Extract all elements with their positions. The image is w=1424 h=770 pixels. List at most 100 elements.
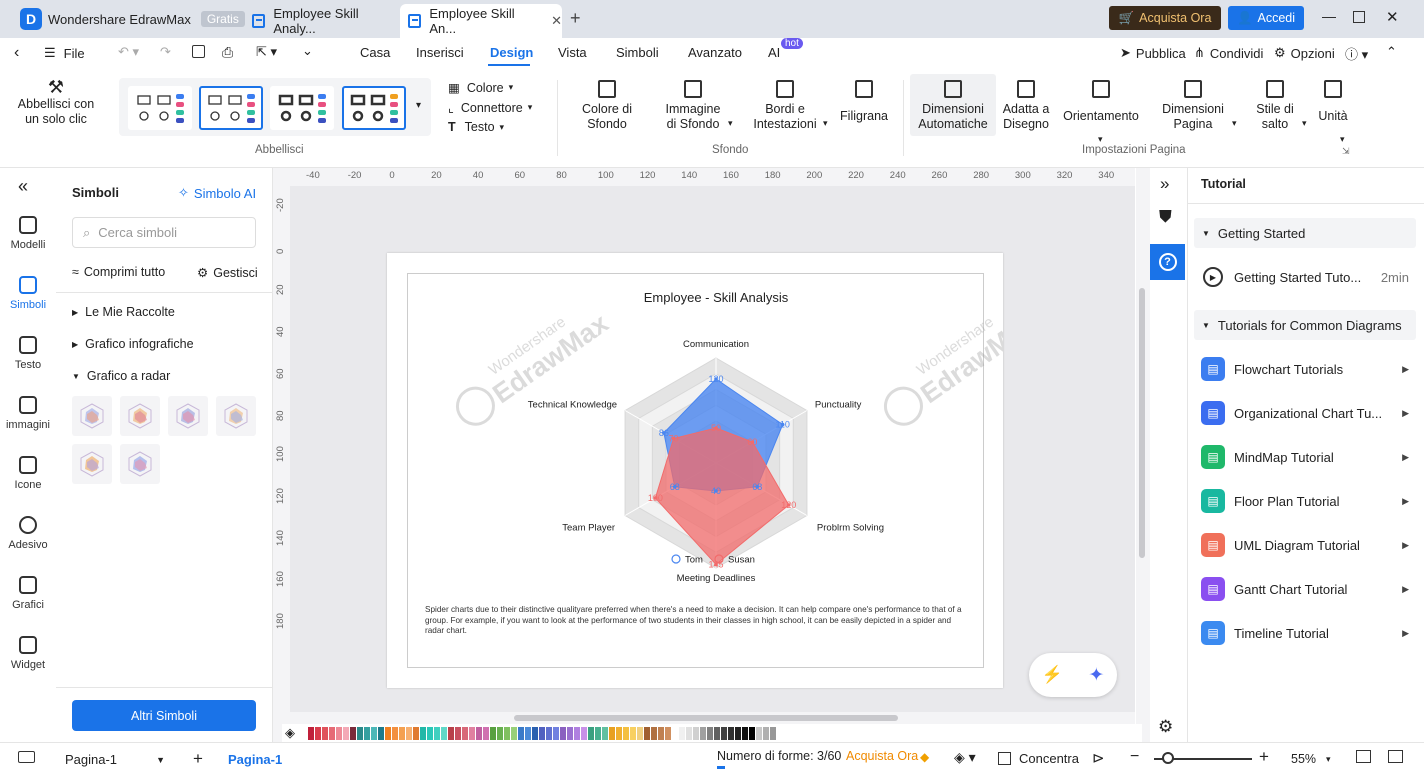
color-swatch[interactable] <box>448 727 454 740</box>
radar-symbol[interactable] <box>216 396 256 436</box>
ai-sparkle-icon[interactable]: ✦ <box>1088 664 1105 686</box>
radar-symbol[interactable] <box>72 444 112 484</box>
rail-templates[interactable]: Modelli <box>0 216 56 251</box>
color-swatch[interactable] <box>350 727 356 740</box>
color-swatch[interactable] <box>728 727 734 740</box>
rail-text[interactable]: Testo <box>0 336 56 371</box>
menu-avanzato[interactable]: Avanzato <box>688 45 742 60</box>
fill-icon[interactable]: ◈ <box>285 725 295 740</box>
zoom-in-icon[interactable]: + <box>1259 747 1269 766</box>
color-swatch[interactable] <box>511 727 517 740</box>
maximize-icon[interactable] <box>1353 11 1365 23</box>
color-swatch[interactable] <box>413 727 419 740</box>
color-swatch[interactable] <box>763 727 769 740</box>
chevron-down-icon[interactable]: ▾ <box>823 118 828 128</box>
more-symbols-button[interactable]: Altri Simboli <box>72 700 256 731</box>
radar-symbol[interactable] <box>120 444 160 484</box>
tutorial-item[interactable]: ▤ Gantt Chart Tutorial ▶ <box>1201 577 1409 601</box>
color-swatch[interactable] <box>581 727 587 740</box>
menu-casa[interactable]: Casa <box>360 45 391 60</box>
color-swatch[interactable] <box>322 727 328 740</box>
text-dropdown[interactable]: T Testo ▾ <box>448 120 504 134</box>
rail-charts[interactable]: Grafici <box>0 576 56 611</box>
new-tab-icon[interactable]: + <box>570 8 581 28</box>
page-layout-icon[interactable] <box>18 751 35 763</box>
layers-icon[interactable]: ◈ ▾ <box>954 749 976 765</box>
ai-symbol-button[interactable]: ✧ Simbolo AI <box>178 185 256 201</box>
color-swatch[interactable] <box>735 727 741 740</box>
color-swatch[interactable] <box>700 727 706 740</box>
color-swatch[interactable] <box>672 727 678 740</box>
color-swatch[interactable] <box>518 727 524 740</box>
help-panel-button[interactable]: ? <box>1150 244 1185 280</box>
color-swatch[interactable] <box>616 727 622 740</box>
color-swatch[interactable] <box>392 727 398 740</box>
tutorial-item[interactable]: ▤ UML Diagram Tutorial ▶ <box>1201 533 1409 557</box>
save-icon[interactable] <box>192 45 205 58</box>
color-swatch[interactable] <box>399 727 405 740</box>
page-tab-active[interactable]: Pagina-1 <box>228 752 283 767</box>
more-icon[interactable]: ⌄ <box>302 43 313 58</box>
color-swatch[interactable] <box>539 727 545 740</box>
watermark-button[interactable]: Filigrana <box>834 80 894 124</box>
color-swatch[interactable] <box>357 727 363 740</box>
zoom-slider-handle[interactable] <box>1162 752 1174 764</box>
background-image-button[interactable]: Immagine di Sfondo <box>658 80 728 132</box>
focus-button[interactable]: Concentra <box>998 751 1079 766</box>
file-menu[interactable]: ☰ File <box>44 45 85 61</box>
color-swatch[interactable] <box>749 727 755 740</box>
color-swatch[interactable] <box>476 727 482 740</box>
color-swatch[interactable] <box>602 727 608 740</box>
page-settings-launcher-icon[interactable]: ⇲ <box>1342 146 1350 156</box>
export-icon[interactable]: ⇱ ▾ <box>256 44 278 59</box>
tutorial-item[interactable]: ▤ MindMap Tutorial ▶ <box>1201 445 1409 469</box>
color-swatch[interactable] <box>679 727 685 740</box>
color-swatch[interactable] <box>483 727 489 740</box>
menu-ai[interactable]: AI <box>768 45 781 60</box>
color-swatch[interactable] <box>441 727 447 740</box>
borders-button[interactable]: Bordi e Intestazioni <box>748 80 822 132</box>
color-swatch[interactable] <box>609 727 615 740</box>
color-swatch[interactable] <box>546 727 552 740</box>
section-radar[interactable]: ▼ Grafico a radar <box>72 369 170 383</box>
close-tab-icon[interactable]: ✕ <box>551 13 562 28</box>
color-swatch[interactable] <box>595 727 601 740</box>
page-size-button[interactable]: Dimensioni Pagina <box>1156 80 1230 132</box>
vertical-scrollbar[interactable] <box>1136 168 1150 742</box>
close-window-icon[interactable]: ✕ <box>1386 9 1399 26</box>
tab-document-2[interactable]: Employee Skill An... ✕ <box>400 4 562 38</box>
color-swatch[interactable] <box>329 727 335 740</box>
rail-images[interactable]: immagini <box>0 396 56 431</box>
rail-widgets[interactable]: Widget <box>0 636 56 671</box>
color-swatch[interactable] <box>343 727 349 740</box>
zoom-out-icon[interactable]: − <box>1130 748 1140 765</box>
menu-inserisci[interactable]: Inserisci <box>416 45 464 60</box>
undo-icon[interactable]: ↶ ▾ <box>118 44 140 59</box>
color-swatch[interactable] <box>714 727 720 740</box>
symbol-search-input[interactable]: ⌕ Cerca simboli <box>72 217 256 248</box>
color-swatch[interactable] <box>630 727 636 740</box>
color-swatch[interactable] <box>315 727 321 740</box>
drawing-page[interactable]: Wondershare EdrawMax Wondershare EdrawMax Em… <box>387 253 1003 688</box>
print-icon[interactable]: ⎙ <box>222 44 234 60</box>
tab-document-1[interactable]: Employee Skill Analy... <box>244 4 396 38</box>
color-swatch[interactable] <box>427 727 433 740</box>
fit-page-icon[interactable] <box>1356 750 1371 763</box>
fullscreen-icon[interactable] <box>1388 750 1403 763</box>
color-swatch[interactable] <box>497 727 503 740</box>
color-swatch[interactable] <box>756 727 762 740</box>
play-presentation-icon[interactable]: ⊳ <box>1092 750 1105 767</box>
settings-icon[interactable]: ⚙ <box>1158 717 1174 736</box>
style-option-4[interactable] <box>342 86 406 130</box>
radar-symbol[interactable] <box>72 396 112 436</box>
color-swatch[interactable] <box>693 727 699 740</box>
color-swatch[interactable] <box>553 727 559 740</box>
color-swatch[interactable] <box>637 727 643 740</box>
buy-link[interactable]: Acquista Ora <box>846 749 919 763</box>
color-swatch[interactable] <box>567 727 573 740</box>
color-swatch[interactable] <box>371 727 377 740</box>
color-swatch[interactable] <box>455 727 461 740</box>
beautify-button[interactable]: ⚒ Abbellisci con un solo clic <box>16 78 96 127</box>
format-paint-icon[interactable]: ⛊ <box>1159 207 1172 226</box>
tutorial-item[interactable]: ▤ Flowchart Tutorials ▶ <box>1201 357 1409 381</box>
